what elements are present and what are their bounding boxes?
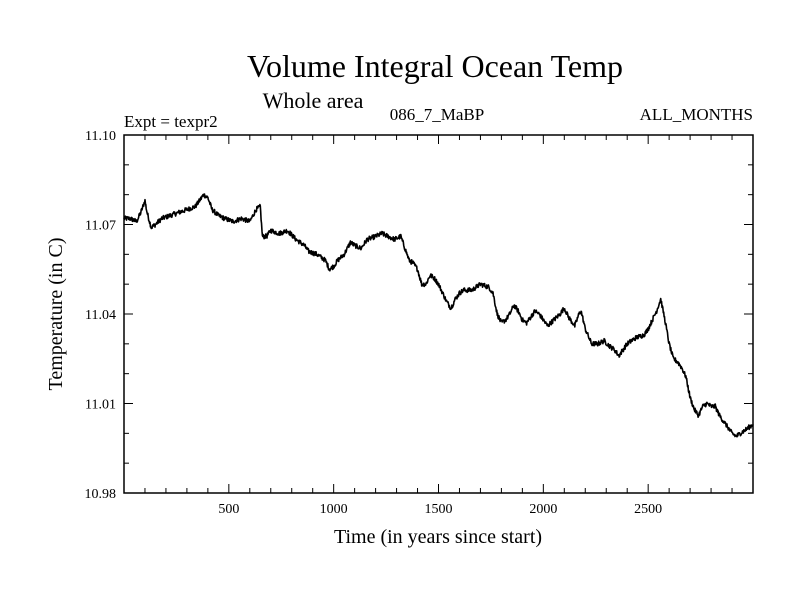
y-tick-label: 11.10 — [85, 129, 116, 144]
chart-subtitle: Whole area — [263, 88, 364, 113]
x-tick-label: 2000 — [529, 502, 557, 517]
y-tick-label: 11.07 — [85, 219, 116, 234]
x-tick-label: 1500 — [425, 502, 453, 517]
series-layer — [123, 193, 754, 438]
tick-labels: 500 1000 1500 2000 2500 10.98 11.01 11.04 11.07 1… — [85, 129, 663, 517]
x-tick-label: 1000 — [320, 502, 348, 517]
expt-label: Expt = texpr2 — [124, 112, 218, 131]
run-label: 086_7_MaBP — [390, 105, 484, 124]
y-tick-label: 11.01 — [85, 398, 116, 413]
y-axis-label: Temperature (in C) — [45, 238, 67, 391]
y-tick-label: 11.04 — [85, 308, 116, 323]
plot-frame — [123, 134, 754, 494]
x-tick-label: 500 — [218, 502, 239, 517]
series-line — [123, 193, 754, 438]
axis-ticks — [124, 135, 753, 493]
y-tick-label: 10.98 — [85, 487, 117, 502]
x-axis-label: Time (in years since start) — [334, 526, 542, 548]
x-tick-label: 2500 — [634, 502, 662, 517]
months-label: ALL_MONTHS — [640, 105, 753, 124]
chart-title: Volume Integral Ocean Temp — [247, 48, 623, 84]
